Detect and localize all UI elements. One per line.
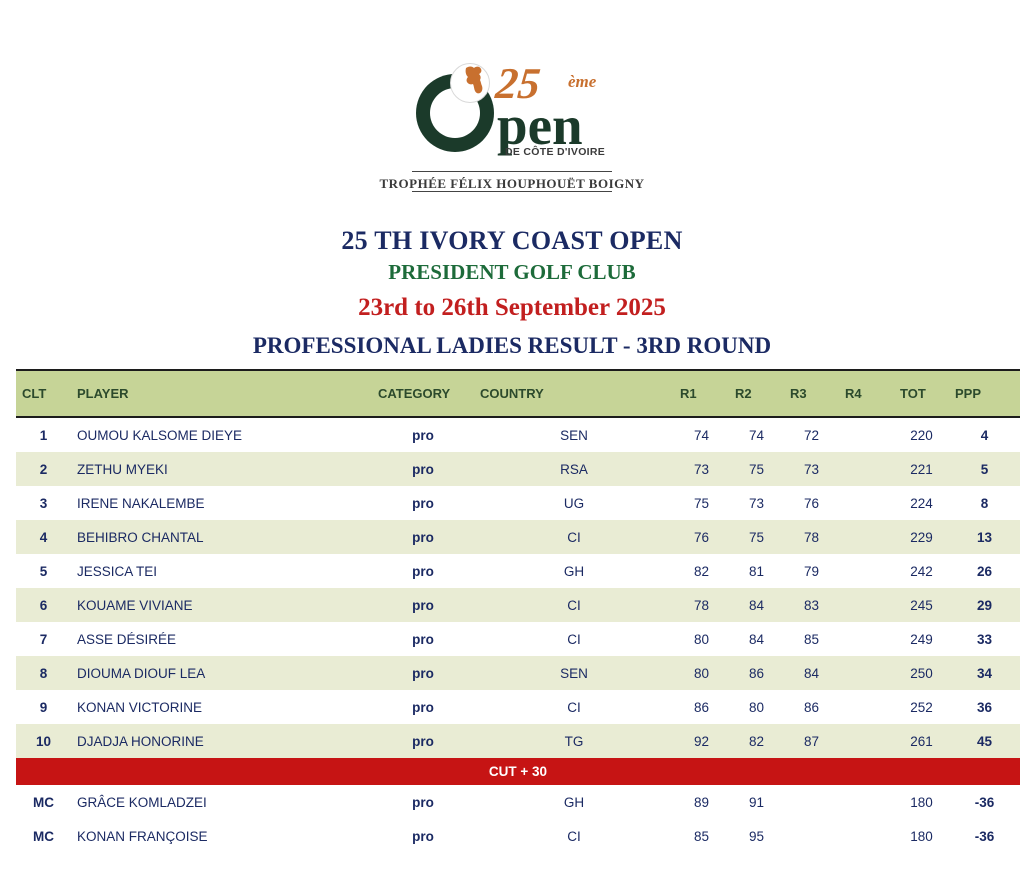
svg-text:ème: ème xyxy=(568,72,597,91)
svg-text:DE CÔTE D'IVOIRE: DE CÔTE D'IVOIRE xyxy=(505,145,605,158)
